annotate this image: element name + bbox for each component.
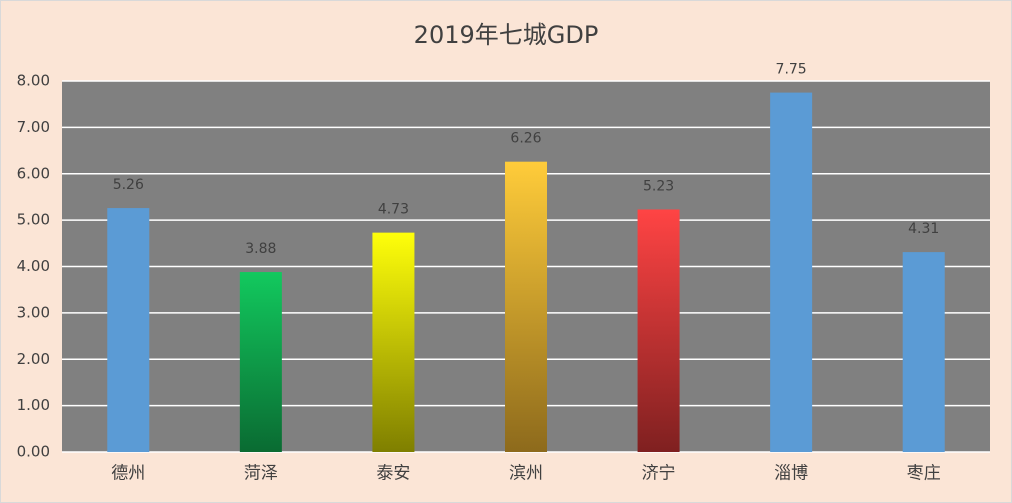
bar [770, 92, 813, 452]
bar [637, 209, 680, 452]
bar [239, 272, 282, 452]
bar [372, 232, 415, 452]
y-tick-label: 5.00 [17, 211, 50, 229]
data-label: 4.31 [908, 221, 939, 237]
y-tick-label: 1.00 [17, 396, 50, 414]
chart-title: 2019年七城GDP [414, 21, 599, 49]
data-label: 3.88 [245, 241, 276, 257]
y-tick-label: 6.00 [17, 164, 50, 182]
data-label: 5.23 [643, 178, 674, 194]
data-label: 7.75 [776, 62, 807, 78]
x-tick-label: 德州 [111, 464, 145, 484]
x-tick-label: 菏泽 [244, 464, 278, 484]
x-tick-label: 济宁 [642, 464, 676, 484]
bar [107, 208, 150, 452]
data-label: 6.26 [510, 131, 541, 147]
bar [902, 252, 945, 452]
x-tick-label: 滨州 [509, 464, 543, 484]
x-tick-label: 泰安 [376, 464, 410, 484]
data-label: 5.26 [113, 177, 144, 193]
y-tick-label: 3.00 [17, 303, 50, 321]
y-tick-label: 0.00 [17, 443, 50, 461]
data-label: 4.73 [378, 202, 409, 218]
x-tick-label: 枣庄 [907, 464, 941, 484]
y-tick-label: 7.00 [17, 118, 50, 136]
y-tick-label: 2.00 [17, 350, 50, 368]
bar [505, 161, 547, 452]
x-tick-label: 淄博 [774, 464, 808, 484]
y-tick-label: 8.00 [17, 72, 50, 90]
y-tick-label: 4.00 [17, 257, 50, 275]
